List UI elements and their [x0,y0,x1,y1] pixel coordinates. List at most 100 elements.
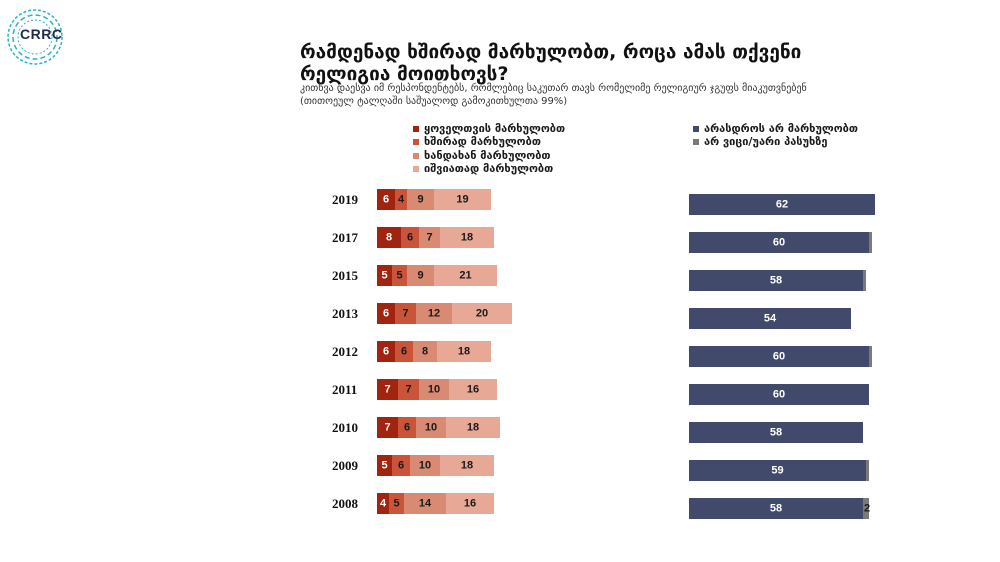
value-label-never-2010: 58 [770,427,782,439]
value-label-never-2009: 59 [771,465,783,477]
legend-label-rarely: იშვიათად მარხულობთ [424,162,554,175]
bar-often-2009 [392,455,410,476]
bar-dk-2012 [869,346,872,367]
bar-never-2012 [689,346,869,367]
bar-always-2008 [377,493,389,514]
legend-item-sometimes: ხანდახან მარხულობთ [413,149,551,162]
bar-always-2012 [377,341,395,362]
chart-subtitle: კითხვა დაესვა იმ რესპონდენტებს, რომლებიც… [300,83,807,107]
bar-always-2011 [377,379,398,400]
value-label-always-2013: 6 [383,308,389,320]
bar-dk-2015 [863,270,866,291]
value-label-sometimes-2010: 10 [425,422,437,434]
value-label-never-2013: 54 [764,313,777,325]
bar-sometimes-2015 [407,265,434,286]
value-label-always-2011: 7 [384,384,390,396]
value-label-sometimes-2017: 7 [426,232,432,244]
bar-rarely-2017 [440,227,494,248]
logo-ring-inner [17,19,53,55]
bar-sometimes-2013 [416,303,452,324]
value-label-often-2009: 6 [398,460,404,472]
legend-item-often: ხშირად მარხულობთ [413,135,541,148]
bar-sometimes-2019 [407,189,434,210]
logo-ring-mid [12,14,58,60]
value-label-always-2008: 4 [380,498,387,510]
bar-never-2015 [689,270,863,291]
bar-always-2013 [377,303,395,324]
bar-often-2012 [395,341,413,362]
value-label-sometimes-2011: 10 [428,384,440,396]
value-label-sometimes-2008: 14 [419,498,432,510]
bar-rarely-2008 [446,493,494,514]
bar-sometimes-2011 [419,379,449,400]
logo [7,9,63,65]
logo-text: CRRC [20,26,63,42]
value-label-rarely-2008: 16 [464,498,476,510]
value-label-sometimes-2019: 9 [417,194,423,206]
year-label-2010: 2010 [332,420,358,435]
value-label-always-2017: 8 [386,232,392,244]
bar-rarely-2009 [440,455,494,476]
value-label-often-2012: 6 [401,346,407,358]
bar-rarely-2013 [452,303,512,324]
bar-rarely-2015 [434,265,497,286]
bar-sometimes-2008 [404,493,446,514]
year-label-2017: 2017 [332,230,359,245]
value-label-rarely-2012: 18 [458,346,470,358]
value-label-rarely-2013: 20 [476,308,488,320]
value-label-never-2017: 60 [773,237,785,249]
bar-often-2008 [389,493,404,514]
bar-dk-2008 [863,498,869,519]
bar-always-2015 [377,265,392,286]
value-label-sometimes-2013: 12 [428,308,440,320]
value-label-rarely-2009: 18 [461,460,473,472]
value-label-always-2009: 5 [381,460,387,472]
value-label-never-2008: 58 [770,503,782,515]
year-label-2012: 2012 [332,344,358,359]
legend-swatch-rarely [413,165,419,172]
bar-always-2010 [377,417,398,438]
legend-label-always: ყოველთვის მარხულობთ [424,122,566,135]
bar-always-2019 [377,189,395,210]
legend-item-dk: არ ვიცი/უარი პასუხზე [693,135,827,148]
legend-swatch-dk [693,138,699,145]
legend-swatch-always [413,125,419,132]
legend-swatch-sometimes [413,152,419,159]
year-label-2013: 2013 [332,306,359,321]
legend-swatch-never [693,125,699,132]
bar-often-2011 [398,379,419,400]
bar-rarely-2012 [437,341,491,362]
value-label-often-2011: 7 [405,384,411,396]
value-label-always-2015: 5 [381,270,387,282]
value-label-rarely-2015: 21 [459,270,471,282]
bar-often-2015 [392,265,407,286]
legend-label-never: არასდროს არ მარხულობთ [704,122,858,135]
value-label-often-2017: 6 [407,232,413,244]
value-label-often-2015: 5 [396,270,402,282]
bar-never-2013 [689,308,851,329]
value-label-always-2019: 6 [383,194,389,206]
bar-never-2011 [689,384,869,405]
legend-item-rarely: იშვიათად მარხულობთ [413,162,553,175]
legend-item-never: არასდროს არ მარხულობთ [693,122,858,135]
value-label-rarely-2010: 18 [467,422,479,434]
bar-always-2009 [377,455,392,476]
value-label-often-2019: 4 [398,194,405,206]
bar-always-2017 [377,227,401,248]
bar-sometimes-2010 [416,417,446,438]
value-label-dk-2008: 2 [864,503,870,515]
legend-label-often: ხშირად მარხულობთ [424,135,541,148]
year-label-2011: 2011 [332,382,357,397]
value-label-never-2012: 60 [773,351,785,363]
value-label-always-2010: 7 [384,422,390,434]
value-label-rarely-2019: 19 [456,194,468,206]
year-label-2008: 2008 [332,496,359,511]
legend-swatch-often [413,138,419,145]
bar-dk-2017 [869,232,872,253]
value-label-often-2010: 6 [404,422,410,434]
bar-rarely-2019 [434,189,491,210]
bar-never-2008 [689,498,863,519]
year-label-2009: 2009 [332,458,359,473]
bar-sometimes-2012 [413,341,437,362]
